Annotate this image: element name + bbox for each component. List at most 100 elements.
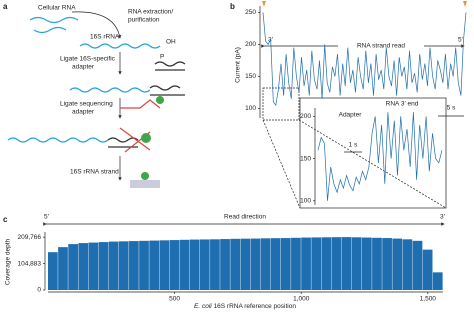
label: Ligate sequencing [60, 101, 113, 108]
bar [129, 241, 139, 290]
y-tick-label: 100 [245, 105, 256, 112]
bar [58, 247, 68, 290]
label: Cellular RNA [38, 5, 76, 12]
x-tick-label: 1,000 [293, 296, 310, 303]
bar [372, 237, 382, 290]
bar [382, 238, 392, 290]
bar [98, 242, 109, 290]
spike-arrow [262, 1, 266, 7]
bar [280, 238, 291, 290]
pore [141, 172, 149, 180]
y-tick-label: 200 [245, 41, 256, 48]
panel-label: b [230, 2, 235, 11]
zoom-box [262, 87, 300, 121]
seq-adapter [120, 99, 161, 109]
membrane [130, 180, 160, 188]
bar [311, 237, 322, 290]
bar [331, 237, 342, 290]
label: OH [166, 39, 176, 46]
y-axis-label: Coverage depth [5, 238, 12, 285]
label: P [160, 54, 164, 61]
bar [432, 272, 443, 290]
label: RNA extraction/ [128, 9, 173, 16]
annotation: 5′ [458, 37, 464, 44]
rna-wave [69, 87, 151, 93]
bar [118, 241, 129, 290]
y-tick-label: 200 [300, 113, 311, 120]
bar [351, 237, 362, 290]
rna-wave [7, 137, 109, 143]
y-tick-label: 150 [300, 155, 311, 162]
bar [321, 237, 332, 290]
y-tick-label: 100 [300, 198, 311, 205]
y-axis-label: Current (pA) [235, 47, 242, 83]
bar [199, 239, 210, 290]
bar [108, 241, 119, 290]
bar [48, 252, 58, 290]
bar [220, 239, 230, 290]
panel-label: c [3, 215, 8, 224]
bar [189, 239, 200, 290]
zoom-line [262, 119, 301, 209]
x-tick-label: 1,500 [420, 296, 437, 303]
bar [210, 239, 220, 290]
zoom-line [298, 119, 447, 209]
arrow [71, 11, 122, 39]
bar [270, 238, 281, 290]
species: E. coli [194, 303, 212, 310]
bar [159, 240, 170, 290]
label: Ligate 16S-specific [60, 56, 116, 63]
bar [68, 244, 78, 290]
bar [422, 249, 433, 290]
label: 16S rRNA strand [70, 169, 119, 176]
bar [169, 240, 180, 290]
scale-label: 1 s [349, 142, 358, 149]
adapter [149, 85, 185, 96]
bar [402, 239, 413, 290]
bar [179, 239, 190, 290]
trace [317, 112, 443, 201]
annotation: 3′ [440, 214, 446, 221]
bar [260, 238, 271, 290]
x-tick-label: 500 [169, 296, 180, 303]
bar [149, 240, 160, 290]
label: 16S rRNA [90, 34, 120, 41]
bar [291, 237, 301, 290]
bar [361, 237, 372, 290]
y-tick-label: 0 [37, 287, 41, 294]
bar [412, 240, 423, 290]
x-axis-label: E. coli 16S rRNA reference position [194, 303, 296, 310]
y-tick-label: 209,766 [18, 234, 42, 241]
y-tick-label: 250 [245, 9, 256, 16]
y-tick-label: 104,883 [18, 260, 42, 267]
bar [139, 240, 149, 290]
spike-arrow [463, 1, 467, 7]
annotation: 5′ [44, 214, 50, 221]
annotation: Adapter [339, 112, 363, 119]
x-label: 16S rRNA reference position [214, 303, 297, 310]
bar [240, 238, 251, 290]
bar [250, 238, 261, 290]
motor-protein [156, 96, 164, 104]
label: purification [128, 17, 160, 24]
rna-wave [79, 43, 161, 49]
label: adapter [72, 64, 95, 71]
panel-label: a [3, 2, 8, 11]
bar [341, 237, 352, 290]
bar [78, 243, 89, 290]
bar [88, 242, 99, 290]
label-bg [338, 40, 424, 52]
scale-label: 5 s [447, 105, 456, 112]
bar [230, 238, 241, 290]
annotation: RNA 3′ end [386, 101, 419, 108]
adapter [154, 61, 186, 71]
y-tick-label: 150 [245, 73, 256, 80]
bar [301, 237, 311, 290]
rna-wave [29, 16, 79, 34]
motor-protein [141, 133, 151, 143]
trace [262, 12, 467, 107]
inset [299, 97, 447, 209]
panel-a: Cellular RNA RNA extraction/ purificatio… [7, 5, 186, 188]
